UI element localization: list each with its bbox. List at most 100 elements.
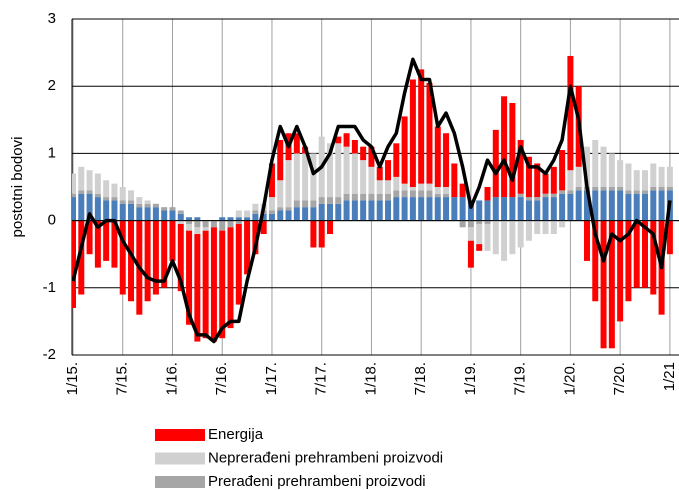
bar xyxy=(293,133,300,154)
bar xyxy=(426,82,433,184)
bar xyxy=(277,180,284,208)
bar xyxy=(608,220,615,349)
bar xyxy=(517,139,524,194)
bar xyxy=(517,193,524,198)
bar xyxy=(219,217,226,221)
bar xyxy=(72,197,76,221)
bar xyxy=(326,143,333,198)
bar xyxy=(293,153,300,201)
bar xyxy=(285,210,292,221)
bar xyxy=(525,197,532,201)
bar xyxy=(542,197,549,221)
bar xyxy=(434,187,441,194)
bar xyxy=(434,126,441,187)
bar xyxy=(136,203,143,208)
bar xyxy=(459,197,466,221)
bar xyxy=(658,187,665,191)
bar xyxy=(302,200,309,208)
bar xyxy=(625,193,632,221)
y-tick-label: 3 xyxy=(48,10,56,27)
bar xyxy=(625,220,632,302)
bar xyxy=(501,220,508,261)
bar xyxy=(550,193,557,198)
bar xyxy=(152,207,159,221)
bar xyxy=(194,234,201,342)
bar xyxy=(642,220,649,288)
bar xyxy=(492,197,499,221)
bar xyxy=(583,146,590,187)
bar xyxy=(103,200,110,221)
bar xyxy=(484,223,491,251)
y-tick-label: 2 xyxy=(48,77,56,94)
bar xyxy=(608,153,615,187)
bar xyxy=(94,197,101,221)
bar xyxy=(86,193,93,221)
bar xyxy=(94,220,101,268)
bar xyxy=(268,197,275,211)
bar xyxy=(360,146,367,161)
bar xyxy=(376,166,383,181)
legend-swatch xyxy=(155,452,205,465)
bar xyxy=(94,173,101,194)
bar xyxy=(575,190,582,221)
bar xyxy=(525,220,532,241)
bar xyxy=(559,150,566,191)
bar xyxy=(542,193,549,198)
bar xyxy=(467,200,474,221)
bar xyxy=(617,190,624,221)
bar xyxy=(617,220,624,322)
bar xyxy=(360,160,367,194)
bar xyxy=(186,220,193,224)
bar xyxy=(111,197,118,201)
bar xyxy=(277,207,284,211)
bar xyxy=(368,146,375,167)
bar xyxy=(385,160,392,181)
bar xyxy=(409,187,416,191)
bar xyxy=(542,173,549,194)
bar xyxy=(194,227,201,235)
bar xyxy=(128,200,135,204)
bar xyxy=(534,163,541,198)
bar xyxy=(418,183,425,191)
bar xyxy=(426,190,433,198)
legend-swatch xyxy=(155,429,205,441)
bar xyxy=(343,133,350,147)
bar xyxy=(177,210,184,214)
bar xyxy=(252,210,259,214)
bar xyxy=(666,220,673,255)
bar xyxy=(186,217,193,221)
bar xyxy=(534,197,541,201)
bar xyxy=(434,197,441,221)
bar xyxy=(252,220,259,255)
bar xyxy=(650,163,657,187)
bar xyxy=(119,203,126,221)
legend-label: Prerađeni prehrambeni proizvodi xyxy=(208,473,426,490)
bar xyxy=(119,187,126,201)
bar xyxy=(418,190,425,198)
x-tick-label: 7/19. xyxy=(512,362,529,395)
x-tick-label: 7/17. xyxy=(313,362,330,395)
bar xyxy=(517,197,524,221)
bar xyxy=(459,220,466,228)
bar xyxy=(152,220,159,295)
bar xyxy=(302,153,309,201)
bar xyxy=(293,207,300,221)
bar xyxy=(244,217,251,221)
bar xyxy=(235,223,242,305)
bar xyxy=(567,170,574,191)
bar xyxy=(401,116,408,184)
bar xyxy=(443,197,450,221)
bar xyxy=(194,220,201,228)
bar xyxy=(210,220,217,228)
bar xyxy=(368,166,375,194)
bar xyxy=(575,187,582,191)
bar xyxy=(202,227,209,231)
bar xyxy=(459,183,466,198)
bar xyxy=(484,220,491,224)
bar xyxy=(633,190,640,194)
x-tick-label: 1/15. xyxy=(64,362,81,395)
bar xyxy=(343,200,350,221)
bar xyxy=(335,143,342,198)
bar xyxy=(534,220,541,235)
bar xyxy=(559,190,566,194)
